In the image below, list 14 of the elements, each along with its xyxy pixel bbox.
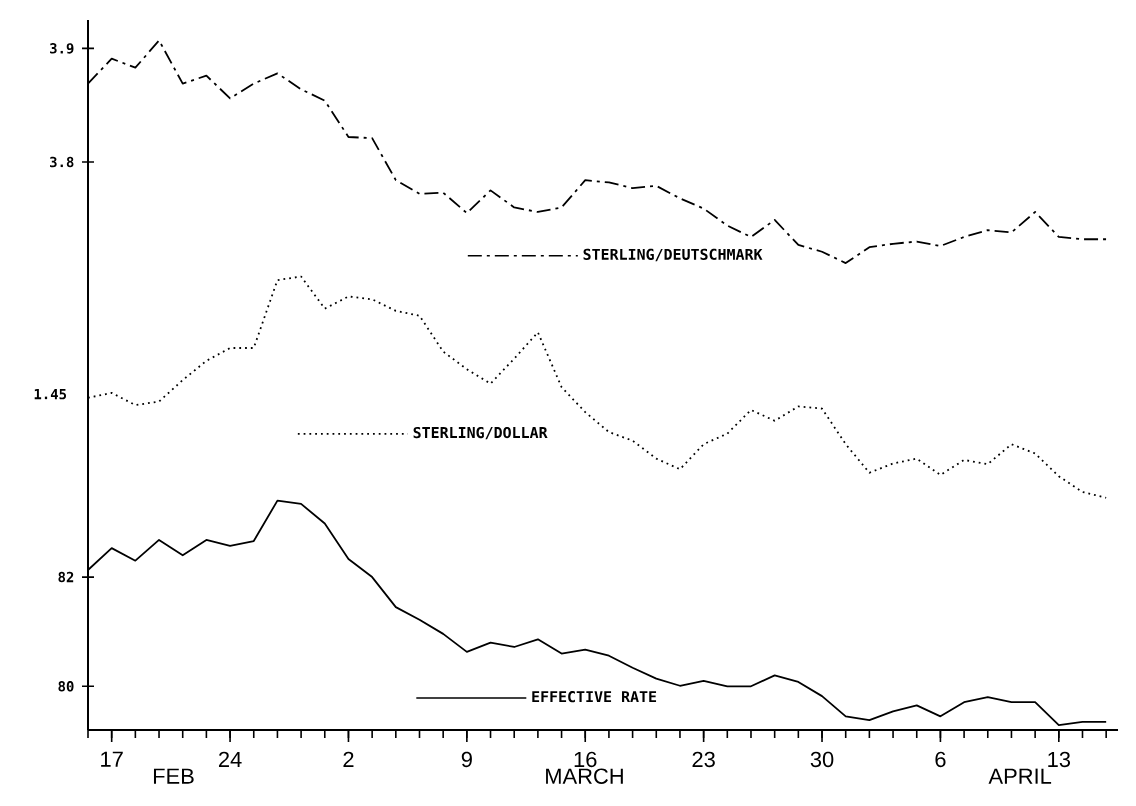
- text: FEB: [153, 768, 194, 784]
- line-series: [87, 499, 1108, 726]
- x-tick-label: 13: [1048, 751, 1071, 768]
- x-tick-label: 2: [343, 751, 354, 767]
- x-tick-label: 16: [574, 751, 597, 768]
- x-tick-label: 17: [101, 751, 123, 767]
- x-tick-label: 9: [461, 751, 472, 768]
- line-series: [87, 39, 1108, 264]
- x-tick-label: 24: [218, 751, 242, 767]
- text: APRIL: [988, 768, 1052, 784]
- text: MARCH: [546, 768, 623, 784]
- x-tick-label: 30: [810, 751, 834, 768]
- x-tick-label: 6: [935, 751, 946, 768]
- x-tick-label: 23: [692, 751, 715, 768]
